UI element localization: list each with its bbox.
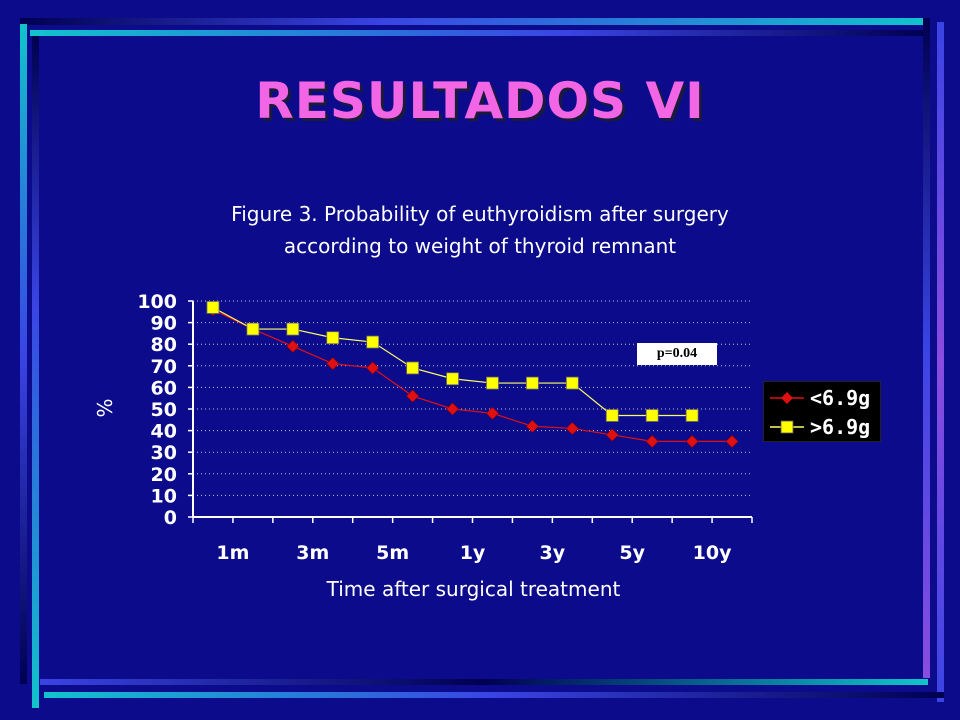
data-point-diamond bbox=[725, 434, 739, 448]
x-tick-label: 3y bbox=[540, 542, 566, 564]
y-tick-label: 80 bbox=[151, 334, 177, 356]
decor-bar-bottom-2 bbox=[44, 692, 944, 698]
x-axis-title: Time after surgical treatment bbox=[326, 577, 621, 601]
data-point-square bbox=[525, 376, 539, 390]
y-tick-label: 10 bbox=[151, 485, 177, 507]
y-tick-label: 30 bbox=[151, 442, 177, 464]
x-tick-label: 5y bbox=[619, 542, 645, 564]
chart-title-line-2: according to weight of thyroid remnant bbox=[283, 234, 677, 258]
decor-bar-left-1 bbox=[20, 24, 27, 684]
data-point-square bbox=[206, 301, 220, 314]
data-point-diamond bbox=[286, 339, 300, 353]
x-tick-label: 3m bbox=[296, 542, 329, 564]
legend-label-large: >6.9g bbox=[810, 415, 871, 439]
data-point-diamond bbox=[645, 434, 659, 448]
x-tick-label: 1y bbox=[460, 542, 486, 564]
series-line-1 bbox=[212, 309, 733, 442]
y-tick-label: 40 bbox=[151, 421, 177, 443]
data-point-diamond bbox=[486, 406, 499, 420]
legend: <6.9g >6.9g bbox=[763, 381, 881, 442]
data-point-diamond bbox=[605, 428, 619, 442]
y-tick-label: 20 bbox=[151, 464, 177, 486]
data-point-square bbox=[366, 335, 380, 349]
decor-bar-left-2 bbox=[32, 36, 39, 708]
decor-bar-bottom-1 bbox=[40, 679, 928, 685]
y-tick-label: 0 bbox=[164, 507, 177, 529]
chart-title-line-1: Figure 3. Probability of euthyroidism af… bbox=[231, 202, 729, 226]
x-tick-label: 10y bbox=[693, 542, 732, 564]
data-point-square bbox=[246, 322, 260, 336]
series-line-2 bbox=[212, 306, 693, 417]
y-tick-label: 60 bbox=[151, 377, 177, 399]
data-point-square bbox=[685, 409, 699, 422]
data-point-square bbox=[645, 409, 659, 422]
data-point-square bbox=[406, 361, 420, 375]
data-point-square bbox=[565, 376, 579, 390]
legend-item-large: >6.9g bbox=[764, 413, 880, 441]
y-tick-label: 70 bbox=[151, 356, 177, 378]
data-point-diamond bbox=[366, 361, 380, 375]
data-point-square bbox=[326, 331, 340, 345]
legend-item-small: <6.9g bbox=[764, 384, 880, 412]
y-tick-label: 100 bbox=[137, 291, 177, 313]
data-point-square bbox=[486, 376, 499, 390]
data-point-diamond bbox=[446, 402, 459, 416]
data-point-square bbox=[446, 372, 459, 386]
x-tick-label: 1m bbox=[216, 542, 249, 564]
data-point-diamond bbox=[525, 419, 539, 433]
data-point-diamond bbox=[406, 389, 420, 403]
data-point-diamond bbox=[565, 422, 579, 435]
x-tick-label: 5m bbox=[376, 542, 409, 564]
diamond-marker-icon bbox=[770, 392, 804, 404]
decor-bar-top-1 bbox=[20, 18, 928, 25]
y-tick-label: 50 bbox=[151, 399, 177, 421]
slide-title: RESULTADOS VI bbox=[255, 72, 705, 130]
y-axis-title: % bbox=[93, 398, 117, 417]
decor-bar-right-2 bbox=[937, 22, 944, 702]
data-point-diamond bbox=[685, 434, 699, 448]
data-point-square bbox=[286, 322, 300, 336]
decor-bar-right-1 bbox=[923, 18, 930, 678]
decor-bar-top-2 bbox=[30, 30, 925, 36]
square-marker-icon bbox=[770, 420, 804, 434]
data-point-square bbox=[605, 409, 619, 422]
p-value-annotation: p=0.04 bbox=[637, 343, 717, 365]
legend-label-small: <6.9g bbox=[810, 386, 871, 410]
y-tick-label: 90 bbox=[151, 313, 177, 335]
data-point-diamond bbox=[326, 357, 340, 371]
